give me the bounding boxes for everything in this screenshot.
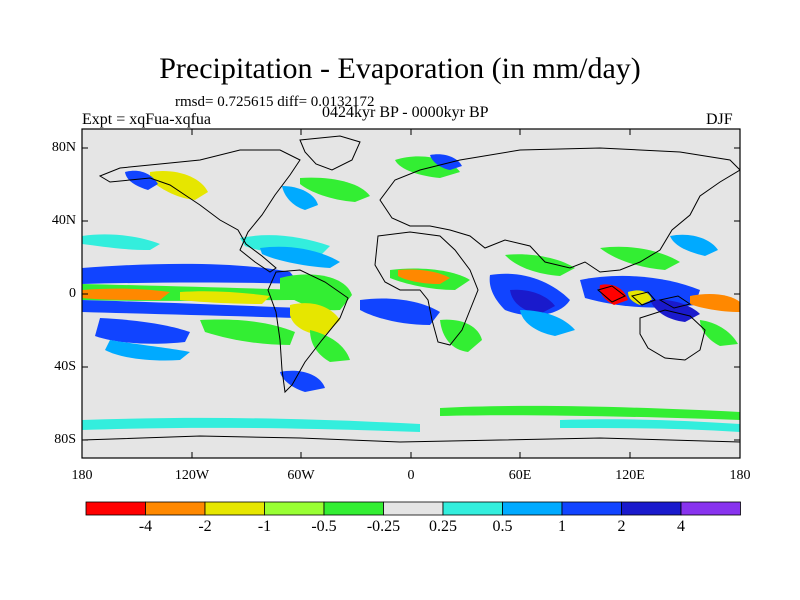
field-region [260, 246, 340, 268]
field-region [398, 269, 450, 284]
colorbar-label: 2 [617, 518, 626, 535]
coastline-eurasia [379, 147, 740, 273]
field-region [505, 254, 575, 276]
field-region [300, 177, 370, 202]
field-region [440, 319, 482, 352]
field-region [520, 310, 575, 336]
lon-label: 60E [508, 468, 532, 483]
colorbar-box [502, 501, 563, 516]
field-region [440, 405, 740, 420]
field-region [82, 300, 300, 318]
field-region [650, 299, 700, 322]
stats-text: rmsd= 0.725615 diff= 0.0132172 [175, 94, 375, 110]
coastline-antarctica [82, 435, 740, 443]
colorbar-box [383, 501, 444, 516]
colorbar-label: 0.25 [429, 518, 457, 535]
period-label: 0424kyr BP - 0000kyr BP [322, 104, 489, 121]
field-region [82, 263, 300, 284]
field-region [700, 320, 738, 346]
field-region [510, 289, 555, 314]
field-region [200, 319, 295, 345]
coastlines [82, 135, 740, 443]
colorbar-label: -0.25 [366, 518, 401, 535]
lat-label: 40N [51, 213, 76, 228]
coastline-south-america [267, 269, 349, 394]
colorbar-box [264, 501, 325, 516]
coastline-africa [374, 231, 479, 346]
field-region [105, 340, 190, 361]
colorbar-label: 1 [558, 518, 566, 535]
colorbar-label: -0.5 [311, 518, 337, 535]
field-region [560, 419, 740, 432]
colorbar-box [85, 501, 146, 516]
field-region [125, 170, 158, 190]
field-region [628, 290, 652, 305]
colorbar-box [680, 501, 741, 516]
field-region [310, 330, 350, 362]
field-region [690, 294, 740, 312]
precip-field [82, 154, 740, 432]
colorbar-box [442, 501, 503, 516]
lon-label: 60W [287, 468, 315, 483]
lon-label: 120W [174, 468, 210, 483]
colorbar-boxes [85, 501, 741, 516]
lat-label: 80S [54, 432, 76, 447]
lon-label: 120E [615, 468, 645, 483]
coastline-indonesia [596, 285, 692, 309]
field-region [150, 170, 208, 200]
colorbar-box [145, 501, 206, 516]
field-region [280, 370, 325, 392]
field-region [180, 291, 270, 304]
field-region [290, 303, 340, 335]
lon-label: 180 [71, 468, 93, 483]
coastline-north-america [98, 149, 301, 273]
field-region [82, 417, 420, 432]
field-region [599, 284, 628, 305]
field-region [670, 234, 718, 256]
field-region [600, 246, 680, 270]
colorbar-label: -2 [198, 518, 212, 535]
colorbar-box [561, 501, 622, 516]
colorbar-label: 4 [677, 518, 685, 535]
colorbar-box [204, 501, 265, 516]
lat-label: 40S [54, 359, 76, 374]
field-region [82, 234, 160, 250]
lon-label: 0 [407, 468, 415, 483]
colorbar-box [621, 501, 682, 516]
colorbar-box [323, 501, 384, 516]
lat-label: 0 [69, 286, 76, 301]
colorbar-label: 0.5 [492, 518, 513, 535]
experiment-label: Expt = xqFua-xqfua [82, 111, 211, 128]
lat-label: 80N [51, 140, 76, 155]
coastline-greenland [299, 135, 361, 171]
colorbar-label: -1 [257, 518, 272, 535]
field-region [282, 186, 318, 210]
lon-label: 180 [729, 468, 751, 483]
field-region [280, 274, 352, 311]
map-title: Precipitation - Evaporation (in mm/day) [159, 52, 641, 85]
field-region [430, 154, 462, 170]
field-region [82, 288, 170, 300]
field-region [95, 318, 190, 344]
coastline-australia [639, 309, 706, 361]
field-region [360, 298, 440, 325]
axis-ticks [81, 129, 741, 458]
season-label: DJF [706, 111, 733, 128]
colorbar-label: -4 [138, 518, 153, 535]
